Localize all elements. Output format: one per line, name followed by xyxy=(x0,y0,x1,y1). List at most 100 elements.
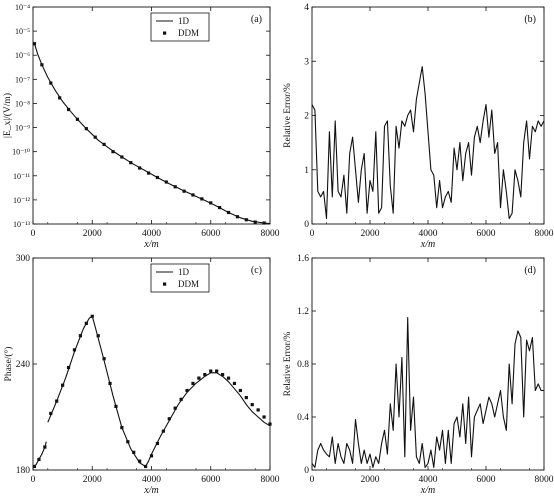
panel-label: (d) xyxy=(524,265,536,276)
y-axis-label: Relative Error/% xyxy=(283,83,293,148)
ddm-marker xyxy=(209,369,213,373)
ddm-marker xyxy=(232,381,237,386)
ddm-marker xyxy=(262,415,266,419)
ddm-marker xyxy=(126,440,130,444)
ddm-marker xyxy=(173,185,177,189)
x-axis-label: x/m xyxy=(420,239,435,250)
ddm-marker xyxy=(155,441,160,446)
legend-marker-swatch xyxy=(163,31,167,35)
y-tick-label: 0 xyxy=(304,220,309,230)
ddm-marker xyxy=(61,383,65,387)
ddm-marker xyxy=(238,388,242,393)
y-tick-label: 4 xyxy=(304,3,309,13)
ddm-marker xyxy=(173,406,177,410)
ddm-marker xyxy=(138,166,142,170)
x-axis-label: x/m xyxy=(420,485,435,496)
ddm-marker xyxy=(93,135,97,139)
ddm-marker xyxy=(215,369,219,373)
ddm-marker xyxy=(226,210,231,215)
x-tick-label: 8000 xyxy=(261,229,280,239)
ddm-marker xyxy=(203,373,207,377)
series-line xyxy=(47,315,271,468)
panel-b: 0 2000 4000 6000 8000 0 1 2 3 4 x/m Relative Error/… xyxy=(283,3,554,250)
series-line xyxy=(311,317,544,468)
y-tick-label: 10⁻⁹ xyxy=(15,124,30,133)
ddm-marker xyxy=(90,314,94,318)
y-tick-label: 10⁻¹³ xyxy=(13,220,31,229)
ddm-marker xyxy=(111,150,115,154)
x-tick-label: 0 xyxy=(31,475,36,485)
x-tick-label: 0 xyxy=(310,229,315,239)
ddm-marker xyxy=(102,357,106,361)
x-tick-label: 4000 xyxy=(419,475,438,485)
ddm-marker xyxy=(253,220,257,224)
y-tick-label: 180 xyxy=(16,466,31,476)
ddm-marker xyxy=(200,197,204,201)
ddm-marker xyxy=(58,96,62,100)
ddm-marker xyxy=(120,426,124,430)
y-tick-label: 2 xyxy=(304,112,309,122)
ddm-marker xyxy=(102,142,106,147)
panel-d: 0 2000 4000 6000 8000 0 0.4 0.8 1.2 1.6 x/m Relativ… xyxy=(283,254,554,496)
ddm-marker xyxy=(132,450,136,454)
y-axis-label: |E_x|/(V/m) xyxy=(2,93,13,138)
series-error xyxy=(311,317,544,468)
x-tick-label: 0 xyxy=(31,229,36,239)
ddm-marker xyxy=(155,175,160,180)
ddm-marker xyxy=(262,221,266,225)
y-tick-label: 300 xyxy=(16,254,31,264)
ddm-marker xyxy=(66,365,71,370)
panel-label: (b) xyxy=(524,14,536,25)
legend-label-ddm: DDM xyxy=(178,279,199,289)
x-tick-label: 2000 xyxy=(83,229,102,239)
ddm-marker xyxy=(197,376,201,380)
ddm-marker xyxy=(138,459,142,463)
panel-a: 0 2000 4000 6000 8000 10⁻¹³ 10⁻¹² 10⁻¹¹ 10⁻¹⁰ 10⁻… xyxy=(2,3,280,250)
ddm-marker xyxy=(84,321,88,325)
y-tick-label: 10⁻⁵ xyxy=(15,27,30,36)
ddm-marker xyxy=(244,395,248,400)
series-line xyxy=(32,41,271,225)
panel-label: (a) xyxy=(251,14,262,25)
ddm-marker xyxy=(37,457,41,461)
x-tick-label: 4000 xyxy=(142,475,161,485)
ddm-marker xyxy=(32,42,37,46)
ddm-marker xyxy=(185,388,189,393)
ddm-marker xyxy=(179,397,183,401)
ddm-marker xyxy=(129,161,133,165)
plot-frame xyxy=(311,6,545,225)
y-tick-label: 0.4 xyxy=(297,413,309,423)
ddm-marker xyxy=(191,381,195,386)
y-tick-label: 1.2 xyxy=(297,307,309,317)
ddm-marker xyxy=(143,464,148,469)
ddm-marker xyxy=(226,376,231,380)
ddm-marker xyxy=(96,334,100,338)
series-line xyxy=(32,441,47,467)
y-tick-label: 10⁻⁸ xyxy=(15,99,30,108)
ddm-marker xyxy=(49,81,53,85)
x-tick-label: 2000 xyxy=(361,475,380,485)
y-tick-label: 10⁻¹¹ xyxy=(13,172,31,181)
series-line xyxy=(311,66,545,220)
ddm-marker xyxy=(84,127,88,131)
ddm-marker xyxy=(149,454,154,458)
x-axis-label: x/m xyxy=(143,485,158,496)
x-tick-label: 6000 xyxy=(201,229,220,239)
y-tick-label: 10⁻⁷ xyxy=(15,75,30,84)
ddm-marker xyxy=(164,180,168,184)
legend: 1D DDM xyxy=(150,12,210,42)
x-tick-label: 2000 xyxy=(83,475,102,485)
ddm-marker xyxy=(268,422,272,426)
x-tick-label: 4000 xyxy=(142,229,161,239)
ddm-marker xyxy=(209,201,213,205)
x-tick-label: 6000 xyxy=(477,475,496,485)
ddm-marker xyxy=(221,373,225,377)
ddm-marker xyxy=(161,429,165,433)
ddm-marker xyxy=(43,445,47,449)
legend-label-ddm: DDM xyxy=(178,28,199,38)
series-1d xyxy=(32,315,271,468)
series-ddm xyxy=(32,314,272,469)
y-axis-label: Relative Error/% xyxy=(283,332,293,397)
ddm-marker xyxy=(218,205,222,210)
